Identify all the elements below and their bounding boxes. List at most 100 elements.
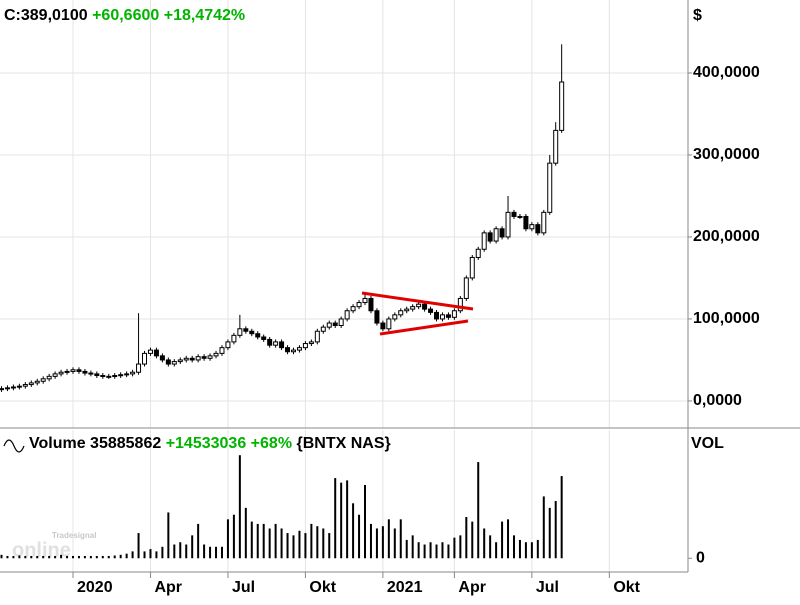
candle-body	[296, 347, 302, 351]
candle-body	[243, 328, 249, 332]
volume-bar	[256, 523, 259, 559]
candle-body	[523, 215, 529, 230]
candle-body	[493, 228, 499, 242]
volume-header: Volume 35885862 +14533036 +68% {BNTX NAS…	[29, 435, 391, 452]
volume-bar	[298, 530, 301, 559]
candle-body	[553, 129, 559, 164]
volume-bar	[60, 554, 63, 559]
candle-body	[237, 328, 243, 336]
candle-body	[195, 356, 201, 361]
volume-bar	[42, 555, 45, 559]
volume-bar	[131, 551, 134, 559]
last-price: C:389,0100	[4, 7, 88, 24]
candle-body	[285, 347, 291, 353]
candle-body	[177, 359, 183, 363]
price-change-pct: +18,4742%	[164, 7, 245, 24]
candle-body	[362, 297, 368, 304]
volume-bar	[149, 549, 152, 559]
volume-bar	[262, 523, 265, 559]
volume-bar	[536, 539, 539, 559]
candle-body	[64, 370, 70, 373]
volume-bar	[459, 535, 462, 559]
candle-body	[267, 338, 273, 346]
candle-body	[219, 347, 225, 354]
volume-change: +14533036	[166, 435, 247, 452]
volume-bar	[322, 528, 325, 559]
candle-body	[499, 228, 505, 238]
candle-body	[58, 371, 64, 375]
volume-bar	[232, 514, 235, 559]
volume-bar	[173, 544, 176, 559]
volume-bar	[268, 528, 271, 559]
volume-bar	[137, 533, 140, 559]
volume-bar	[507, 519, 510, 559]
volume-change-pct: +68%	[251, 435, 292, 452]
candle-body	[82, 370, 88, 374]
candle-body	[10, 386, 16, 389]
candle-body	[290, 349, 296, 353]
volume-bar	[274, 523, 277, 559]
x-tick-label: Okt	[613, 579, 640, 596]
y-tick-label: 300,0000	[693, 146, 760, 163]
x-tick-label: Jul	[536, 579, 559, 596]
volume-bar	[220, 546, 223, 559]
volume-bar	[238, 455, 241, 559]
candle-body	[386, 318, 392, 330]
candle-body	[463, 277, 469, 299]
volume-bar	[483, 528, 486, 559]
candle-body	[261, 336, 267, 340]
volume-bar	[548, 507, 551, 559]
price-header: C:389,0100 +60,6600 +18,4742%	[4, 7, 245, 24]
volume-bar	[167, 512, 170, 559]
candle-body	[398, 310, 404, 316]
candle-body	[201, 356, 207, 359]
volume-bar	[441, 542, 444, 559]
candle-body	[410, 306, 416, 310]
y-tick-label: 200,0000	[693, 228, 760, 245]
candle-body	[52, 373, 58, 377]
candle-body	[422, 303, 428, 310]
volume-bar	[191, 535, 194, 559]
volume-bar	[542, 496, 545, 559]
candle-body	[302, 343, 308, 349]
candle-body	[106, 375, 112, 378]
candle-body	[70, 369, 76, 372]
candle-body	[225, 341, 231, 349]
volume-bar	[89, 555, 92, 559]
candle-body	[332, 322, 338, 327]
volume-bar	[125, 553, 128, 559]
volume-bar	[72, 555, 75, 559]
volume-bar	[465, 517, 468, 559]
volume-bar	[143, 551, 146, 559]
x-tick-label: 2021	[387, 579, 423, 596]
candle-body	[159, 355, 165, 361]
volume-bar	[54, 555, 57, 559]
volume-bar	[30, 555, 33, 559]
x-tick-label: Jul	[232, 579, 255, 596]
candle-body	[320, 326, 326, 332]
candle-body	[22, 384, 28, 387]
watermark-brand: Tradesignal	[52, 531, 96, 540]
volume-bar	[250, 521, 253, 559]
volume-bar	[381, 526, 384, 559]
volume-axis-label: VOL	[691, 435, 724, 452]
candle-body	[183, 357, 189, 361]
candle-body	[308, 341, 314, 345]
candle-body	[34, 380, 40, 384]
candle-body	[505, 211, 511, 238]
volume-bar	[209, 546, 212, 559]
volume-bar	[0, 554, 3, 559]
volume-bar	[530, 542, 533, 559]
candle-body	[511, 211, 517, 217]
volume-bar	[77, 555, 80, 559]
volume-bar	[495, 542, 498, 559]
volume-bar	[95, 555, 98, 559]
price-axis-label: $	[693, 7, 702, 24]
volume-bar	[203, 544, 206, 559]
volume-bar	[161, 546, 164, 559]
volume-bar	[346, 480, 349, 559]
volume-bar	[560, 476, 563, 559]
candle-body	[46, 375, 52, 380]
x-tick-label: Okt	[309, 579, 336, 596]
y-tick-label: 0,0000	[693, 392, 742, 409]
